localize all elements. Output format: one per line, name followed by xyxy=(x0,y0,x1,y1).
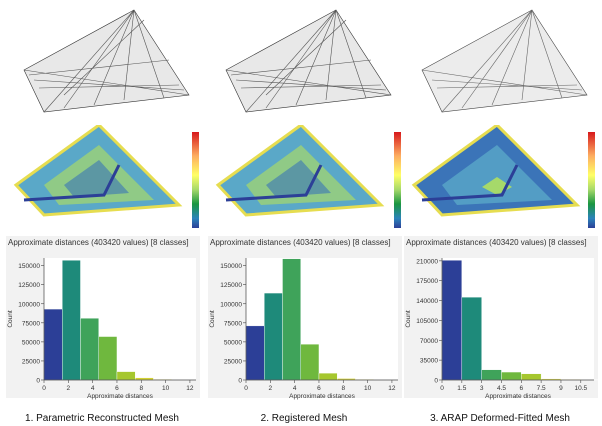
x-tick-label: 1.5 xyxy=(457,385,466,392)
panel-caption: 2. Registered Mesh xyxy=(206,413,402,424)
wireframe-mesh-image xyxy=(206,0,402,120)
panel-3: Approximate distances (403420 values) [8… xyxy=(402,0,598,426)
y-tick-label: 0 xyxy=(434,378,438,385)
histogram-title: Approximate distances (403420 values) [8… xyxy=(210,238,400,247)
histogram-bar xyxy=(482,370,502,380)
y-axis-label: Count xyxy=(405,310,412,328)
y-axis-label: Count xyxy=(209,310,216,328)
x-axis-label: Approximate distances xyxy=(87,393,154,400)
histogram-bar xyxy=(442,260,462,380)
x-tick-label: 2 xyxy=(67,385,71,392)
y-tick-label: 25000 xyxy=(22,358,40,365)
x-tick-label: 8 xyxy=(139,385,143,392)
x-tick-label: 10 xyxy=(162,385,170,392)
histogram-bar xyxy=(62,260,80,380)
x-tick-label: 9 xyxy=(559,385,563,392)
y-tick-label: 35000 xyxy=(420,358,438,365)
y-tick-label: 50000 xyxy=(224,339,242,346)
y-tick-label: 150000 xyxy=(18,263,40,270)
x-tick-label: 10 xyxy=(364,385,372,392)
x-tick-label: 0 xyxy=(42,385,46,392)
x-tick-label: 6 xyxy=(317,385,321,392)
y-tick-label: 140000 xyxy=(416,298,438,305)
panel-1: Approximate distances (403420 values) [8… xyxy=(4,0,200,426)
color-scale-bar xyxy=(586,130,598,230)
histogram-bar xyxy=(501,372,521,380)
histogram-chart: 0 25000 50000 75000 100000 125000 150000 0 2 4 6 8 1… xyxy=(206,250,402,400)
panel-caption: 1. Parametric Reconstructed Mesh xyxy=(4,413,200,424)
wireframe-mesh-image xyxy=(4,0,200,120)
y-tick-label: 25000 xyxy=(224,358,242,365)
x-tick-label: 7.5 xyxy=(537,385,546,392)
histogram-title: Approximate distances (403420 values) [8… xyxy=(406,238,596,247)
y-tick-label: 0 xyxy=(36,378,40,385)
histogram-bar xyxy=(301,344,319,380)
y-tick-label: 70000 xyxy=(420,338,438,345)
x-tick-label: 0 xyxy=(244,385,248,392)
distance-heatmap-image xyxy=(206,125,402,235)
y-tick-label: 210000 xyxy=(416,258,438,265)
histogram-bar xyxy=(80,318,98,380)
x-tick-label: 6 xyxy=(115,385,119,392)
histogram-bar xyxy=(462,297,482,380)
y-tick-label: 0 xyxy=(238,378,242,385)
panel-caption: 3. ARAP Deformed-Fitted Mesh xyxy=(402,413,598,424)
x-tick-label: 6 xyxy=(519,385,523,392)
histogram-bar xyxy=(99,337,117,380)
x-axis-label: Approximate distances xyxy=(289,393,356,400)
y-tick-label: 125000 xyxy=(220,282,242,289)
histogram-bar xyxy=(246,326,264,380)
histogram-chart: 0 25000 50000 75000 100000 125000 150000 0 2 4 6 8 1… xyxy=(4,250,200,400)
y-tick-label: 150000 xyxy=(220,263,242,270)
y-tick-label: 75000 xyxy=(22,320,40,327)
panel-2: Approximate distances (403420 values) [8… xyxy=(206,0,402,426)
x-tick-label: 4 xyxy=(293,385,297,392)
y-axis-label: Count xyxy=(7,310,14,328)
wireframe-mesh-image xyxy=(402,0,598,120)
histogram-title: Approximate distances (403420 values) [8… xyxy=(8,238,198,247)
histogram-bar xyxy=(521,374,541,380)
histogram-bar xyxy=(319,373,337,380)
distance-heatmap-image xyxy=(402,125,598,235)
histogram-chart: 0 35000 70000 105000 140000 175000 210000 0 1.5 3… xyxy=(402,250,598,400)
x-tick-label: 4.5 xyxy=(497,385,506,392)
x-axis-label: Approximate distances xyxy=(485,393,552,400)
color-scale-bar xyxy=(190,130,202,230)
x-tick-label: 10.5 xyxy=(574,385,587,392)
y-tick-label: 100000 xyxy=(18,301,40,308)
y-tick-label: 175000 xyxy=(416,278,438,285)
histogram-bar xyxy=(264,293,282,380)
y-tick-label: 100000 xyxy=(220,301,242,308)
histogram-bar xyxy=(117,372,135,380)
x-tick-label: 8 xyxy=(341,385,345,392)
y-tick-label: 50000 xyxy=(22,339,40,346)
x-tick-label: 0 xyxy=(440,385,444,392)
x-tick-label: 2 xyxy=(269,385,273,392)
histogram-bar xyxy=(44,309,62,380)
x-tick-label: 12 xyxy=(186,385,194,392)
x-tick-label: 3 xyxy=(480,385,484,392)
y-tick-label: 75000 xyxy=(224,320,242,327)
y-tick-label: 105000 xyxy=(416,318,438,325)
histogram-bar xyxy=(282,259,300,380)
x-tick-label: 12 xyxy=(388,385,396,392)
distance-heatmap-image xyxy=(4,125,200,235)
x-tick-label: 4 xyxy=(91,385,95,392)
y-tick-label: 125000 xyxy=(18,282,40,289)
